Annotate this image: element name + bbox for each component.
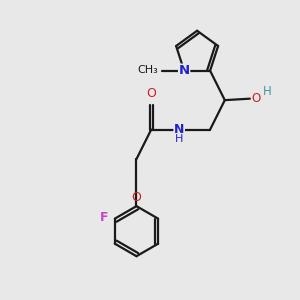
Text: O: O [251, 92, 261, 105]
Text: H: H [175, 134, 183, 144]
Text: F: F [100, 211, 108, 224]
Text: N: N [174, 123, 184, 136]
Text: O: O [146, 87, 156, 100]
Text: CH₃: CH₃ [138, 65, 158, 75]
Text: O: O [131, 190, 141, 203]
Text: N: N [178, 64, 190, 77]
Text: H: H [263, 85, 272, 98]
